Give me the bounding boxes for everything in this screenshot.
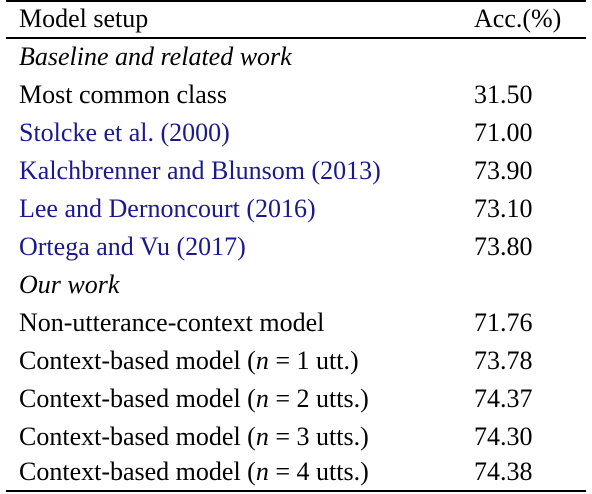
citation-link-lee[interactable]: Lee and Dernoncourt (2016) [19, 194, 316, 223]
model-name: Non-utterance-context model [19, 308, 325, 337]
table-row: Kalchbrenner and Blunsom (2013) 73.90 [6, 152, 586, 190]
model-name-prefix: Context-based model ( [19, 384, 256, 413]
table-row: Context-based model (n = 2 utts.) 74.37 [6, 380, 586, 418]
accuracy-value: 74.37 [474, 384, 533, 413]
accuracy-value: 73.90 [474, 156, 533, 185]
section-title-our-work: Our work [19, 270, 120, 299]
table-row: Context-based model (n = 3 utts.) 74.30 [6, 418, 586, 456]
table-row: Context-based model (n = 4 utts.) 74.38 [6, 453, 586, 491]
model-name-suffix: = 4 utts.) [268, 457, 369, 486]
accuracy-value: 73.78 [474, 346, 533, 375]
model-name: Context-based model (n = 1 utt.) [19, 342, 359, 380]
table-row: Context-based model (n = 1 utt.) 73.78 [6, 342, 586, 380]
model-name: Context-based model (n = 3 utts.) [19, 418, 369, 456]
section-title-row: Our work [6, 266, 586, 304]
table-row: Lee and Dernoncourt (2016) 73.10 [6, 190, 586, 228]
header-row: Model setup Acc.(%) [6, 0, 586, 38]
citation-link-ortega[interactable]: Ortega and Vu (2017) [19, 232, 246, 261]
math-variable-n: n [255, 457, 269, 486]
math-variable-n: n [255, 346, 269, 375]
table-row: Stolcke et al. (2000) 71.00 [6, 114, 586, 152]
header-rule [6, 37, 586, 39]
accuracy-value: 73.10 [474, 194, 533, 223]
top-rule [6, 0, 586, 2]
model-name-prefix: Context-based model ( [19, 346, 256, 375]
citation-link-stolcke[interactable]: Stolcke et al. (2000) [19, 118, 230, 147]
accuracy-value: 71.00 [474, 118, 533, 147]
math-variable-n: n [255, 384, 269, 413]
model-name: Context-based model (n = 4 utts.) [19, 453, 369, 491]
model-name-prefix: Context-based model ( [19, 457, 256, 486]
header-model-setup: Model setup [19, 4, 149, 33]
accuracy-value: 73.80 [474, 232, 533, 261]
accuracy-value: 31.50 [474, 80, 533, 109]
model-name: Most common class [19, 80, 227, 109]
bottom-rule [6, 490, 586, 492]
table-row: Most common class 31.50 [6, 76, 586, 114]
math-variable-n: n [255, 422, 269, 451]
model-name: Context-based model (n = 2 utts.) [19, 380, 369, 418]
header-accuracy: Acc.(%) [474, 4, 562, 33]
accuracy-value: 71.76 [474, 308, 533, 337]
accuracy-value: 74.30 [474, 422, 533, 451]
model-name-suffix: = 2 utts.) [268, 384, 369, 413]
table-row: Non-utterance-context model 71.76 [6, 304, 586, 342]
model-name-suffix: = 3 utts.) [268, 422, 369, 451]
accuracy-value: 74.38 [474, 457, 533, 486]
section-title-row: Baseline and related work [6, 38, 586, 76]
model-name-prefix: Context-based model ( [19, 422, 256, 451]
section-title-baseline: Baseline and related work [19, 42, 292, 71]
model-name-suffix: = 1 utt.) [268, 346, 359, 375]
table-row: Ortega and Vu (2017) 73.80 [6, 228, 586, 266]
citation-link-kalchbrenner[interactable]: Kalchbrenner and Blunsom (2013) [19, 156, 381, 185]
